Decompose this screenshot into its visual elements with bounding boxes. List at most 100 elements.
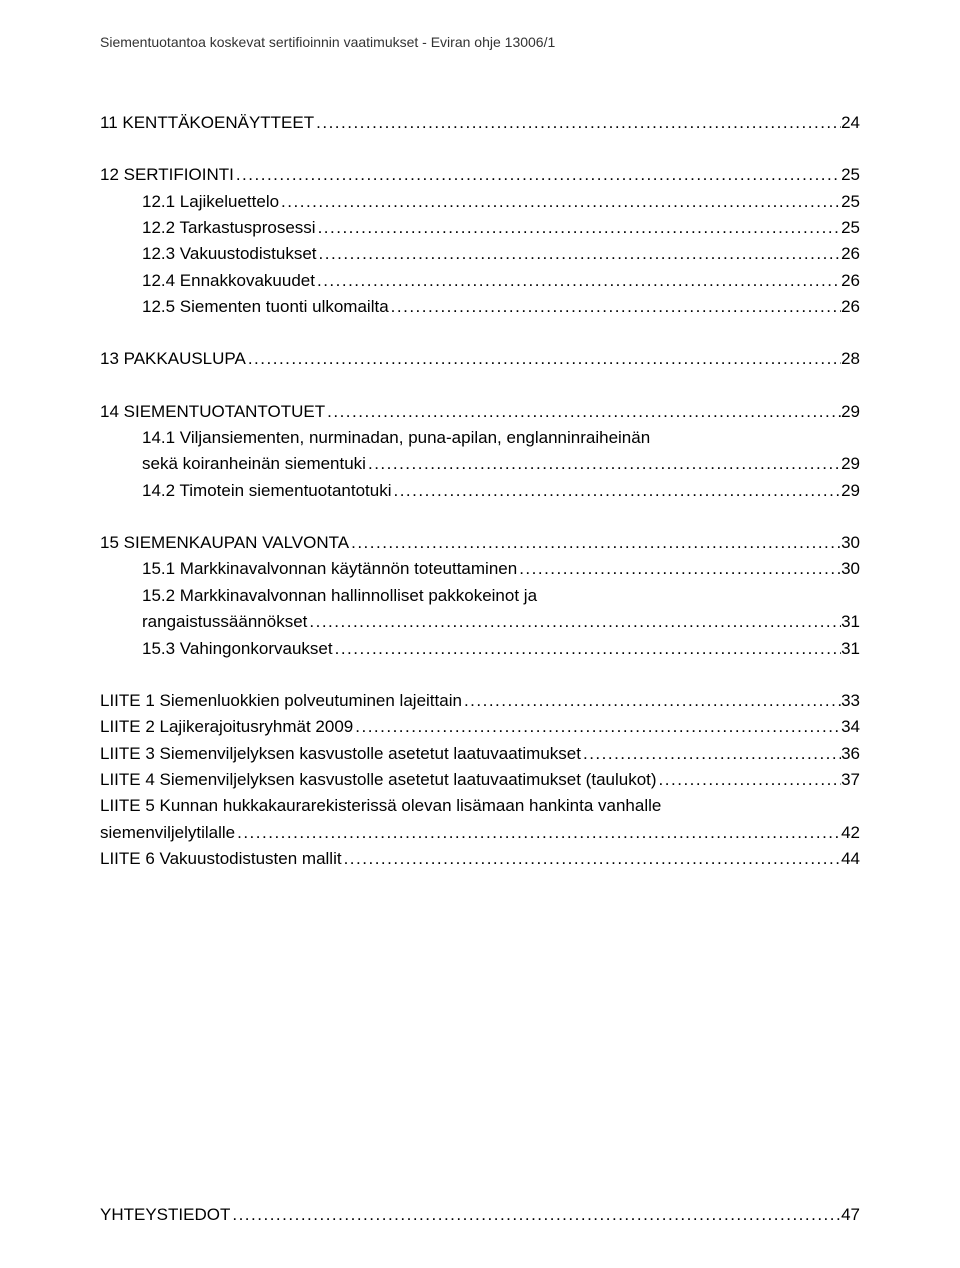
toc-page-number: 29 <box>841 451 860 477</box>
toc-entry: 14.2 Timotein siementuotantotuki 29 <box>100 478 860 504</box>
toc-dots <box>230 1202 841 1228</box>
toc-dots <box>234 162 841 188</box>
toc-dots <box>235 820 841 846</box>
toc-label: 15 SIEMENKAUPAN VALVONTA <box>100 530 349 556</box>
toc-page-number: 42 <box>841 820 860 846</box>
toc-dots <box>391 478 841 504</box>
toc-dots <box>314 110 841 136</box>
toc-page-number: 26 <box>841 268 860 294</box>
toc-label: 12 SERTIFIOINTI <box>100 162 234 188</box>
toc-label: LIITE 3 Siemenviljelyksen kasvustolle as… <box>100 741 581 767</box>
toc-label: 14.2 Timotein siementuotantotuki <box>100 478 391 504</box>
toc-label: 15.1 Markkinavalvonnan käytännön toteutt… <box>100 556 517 582</box>
toc-entry: 12.1 Lajikeluettelo 25 <box>100 189 860 215</box>
toc-entry: 15.3 Vahingonkorvaukset 31 <box>100 636 860 662</box>
toc-page-number: 24 <box>841 110 860 136</box>
toc-label: 12.3 Vakuustodistukset <box>100 241 317 267</box>
toc-dots <box>349 530 841 556</box>
toc-page-number: 31 <box>841 609 860 635</box>
toc-page-number: 33 <box>841 688 860 714</box>
table-of-contents: 11 KENTTÄKOENÄYTTEET 24 12 SERTIFIOINTI 25… <box>100 110 860 872</box>
toc-entry: 12 SERTIFIOINTI 25 <box>100 162 860 188</box>
toc-page-number: 25 <box>841 189 860 215</box>
section-gap <box>100 662 860 688</box>
toc-label: LIITE 5 Kunnan hukkakaurarekisterissä ol… <box>100 793 661 819</box>
section-gap <box>100 504 860 530</box>
section-gap <box>100 320 860 346</box>
toc-page-number: 26 <box>841 294 860 320</box>
toc-dots <box>342 846 842 872</box>
toc-label: LIITE 2 Lajikerajoitusryhmät 2009 <box>100 714 353 740</box>
toc-page-number: 44 <box>841 846 860 872</box>
toc-dots <box>325 399 841 425</box>
toc-entry: 13 PAKKAUSLUPA 28 <box>100 346 860 372</box>
toc-wrap-line: 15.2 Markkinavalvonnan hallinnolliset pa… <box>100 583 860 609</box>
toc-dots <box>246 346 841 372</box>
toc-page-number: 25 <box>841 162 860 188</box>
document-header: Siementuotantoa koskevat sertifioinnin v… <box>100 34 860 50</box>
toc-wrap-line-no-indent: LIITE 5 Kunnan hukkakaurarekisterissä ol… <box>100 793 860 819</box>
toc-entry: 15 SIEMENKAUPAN VALVONTA 30 <box>100 530 860 556</box>
toc-label: 12.1 Lajikeluettelo <box>100 189 279 215</box>
toc-entry: 12.2 Tarkastusprosessi 25 <box>100 215 860 241</box>
toc-entry: rangaistussäännökset 31 <box>100 609 860 635</box>
toc-entry: 11 KENTTÄKOENÄYTTEET 24 <box>100 110 860 136</box>
toc-label: 12.5 Siementen tuonti ulkomailta <box>100 294 389 320</box>
toc-entry: LIITE 4 Siemenviljelyksen kasvustolle as… <box>100 767 860 793</box>
toc-page-number: 30 <box>841 556 860 582</box>
toc-entry: siemenviljelytilalle 42 <box>100 820 860 846</box>
toc-entry: LIITE 6 Vakuustodistusten mallit 44 <box>100 846 860 872</box>
toc-dots <box>316 215 842 241</box>
toc-page-number: 47 <box>841 1202 860 1228</box>
toc-entry: LIITE 2 Lajikerajoitusryhmät 2009 34 <box>100 714 860 740</box>
section-gap <box>100 136 860 162</box>
toc-dots <box>307 609 841 635</box>
toc-dots <box>317 241 842 267</box>
toc-label: 14 SIEMENTUOTANTOTUET <box>100 399 325 425</box>
toc-entry: 12.3 Vakuustodistukset 26 <box>100 241 860 267</box>
toc-entry: LIITE 3 Siemenviljelyksen kasvustolle as… <box>100 741 860 767</box>
toc-page-number: 37 <box>841 767 860 793</box>
toc-dots <box>581 741 841 767</box>
toc-label: LIITE 6 Vakuustodistusten mallit <box>100 846 342 872</box>
toc-entry: 15.1 Markkinavalvonnan käytännön toteutt… <box>100 556 860 582</box>
toc-entry: LIITE 1 Siemenluokkien polveutuminen laj… <box>100 688 860 714</box>
toc-label: LIITE 4 Siemenviljelyksen kasvustolle as… <box>100 767 657 793</box>
toc-page-number: 34 <box>841 714 860 740</box>
toc-dots <box>517 556 841 582</box>
toc-page-number: 28 <box>841 346 860 372</box>
toc-dots <box>333 636 841 662</box>
toc-dots <box>462 688 841 714</box>
toc-entry: 14 SIEMENTUOTANTOTUET 29 <box>100 399 860 425</box>
toc-label: LIITE 1 Siemenluokkien polveutuminen laj… <box>100 688 462 714</box>
toc-entry: 12.4 Ennakkovakuudet 26 <box>100 268 860 294</box>
toc-page-number: 31 <box>841 636 860 662</box>
toc-wrap-line: 14.1 Viljansiementen, nurminadan, puna-a… <box>100 425 860 451</box>
toc-label: 12.2 Tarkastusprosessi <box>100 215 316 241</box>
toc-entry: 12.5 Siementen tuonti ulkomailta 26 <box>100 294 860 320</box>
toc-page-number: 29 <box>841 478 860 504</box>
toc-dots <box>389 294 841 320</box>
toc-label: 15.3 Vahingonkorvaukset <box>100 636 333 662</box>
toc-label: siemenviljelytilalle <box>100 820 235 846</box>
toc-label: 11 KENTTÄKOENÄYTTEET <box>100 110 314 136</box>
toc-dots <box>315 268 841 294</box>
toc-dots <box>279 189 841 215</box>
toc-label: 12.4 Ennakkovakuudet <box>100 268 315 294</box>
toc-page-number: 29 <box>841 399 860 425</box>
toc-dots <box>366 451 841 477</box>
toc-label: sekä koiranheinän siementuki <box>100 451 366 477</box>
toc-page-number: 25 <box>841 215 860 241</box>
document-page: Siementuotantoa koskevat sertifioinnin v… <box>0 0 960 1268</box>
section-gap <box>100 373 860 399</box>
toc-label: rangaistussäännökset <box>100 609 307 635</box>
footer-region: YHTEYSTIEDOT 47 <box>100 1142 860 1228</box>
toc-page-number: 26 <box>841 241 860 267</box>
toc-dots <box>353 714 841 740</box>
toc-entry-yhteystiedot: YHTEYSTIEDOT 47 <box>100 1202 860 1228</box>
toc-page-number: 36 <box>841 741 860 767</box>
toc-label: 13 PAKKAUSLUPA <box>100 346 246 372</box>
toc-page-number: 30 <box>841 530 860 556</box>
toc-dots <box>657 767 842 793</box>
toc-entry: sekä koiranheinän siementuki 29 <box>100 451 860 477</box>
